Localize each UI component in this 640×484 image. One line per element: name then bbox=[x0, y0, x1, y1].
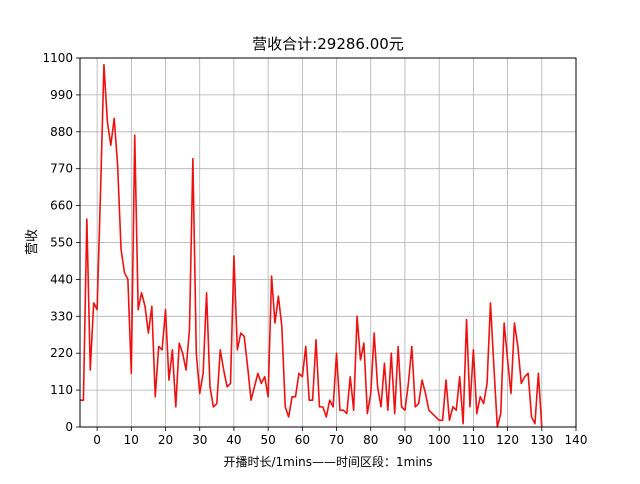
axis-ticks: 0 10 20 30 40 50 60 70 80 90 100 110 120 130 140 0 110 22… bbox=[42, 51, 587, 447]
x-tick-label: 120 bbox=[496, 433, 519, 447]
y-tick-label: 440 bbox=[50, 272, 73, 286]
y-tick-label: 770 bbox=[50, 162, 73, 176]
x-tick-label: 100 bbox=[428, 433, 451, 447]
x-tick-label: 40 bbox=[226, 433, 241, 447]
x-tick-label: 30 bbox=[192, 433, 207, 447]
y-tick-label: 330 bbox=[50, 309, 73, 323]
x-tick-label: 10 bbox=[124, 433, 139, 447]
chart-title: 营收合计:29286.00元 bbox=[252, 35, 404, 53]
y-tick-label: 110 bbox=[50, 383, 73, 397]
x-tick-label: 80 bbox=[363, 433, 378, 447]
x-tick-label: 70 bbox=[329, 433, 344, 447]
x-tick-label: 90 bbox=[397, 433, 412, 447]
y-tick-label: 880 bbox=[50, 125, 73, 139]
x-tick-label: 140 bbox=[565, 433, 588, 447]
grid-lines bbox=[80, 57, 577, 428]
y-tick-label: 990 bbox=[50, 88, 73, 102]
x-tick-label: 50 bbox=[260, 433, 275, 447]
x-axis-label: 开播时长/1mins——时间区段：1mins bbox=[223, 454, 432, 469]
y-tick-label: 660 bbox=[50, 199, 73, 213]
x-tick-label: 20 bbox=[158, 433, 173, 447]
y-tick-label: 220 bbox=[50, 346, 73, 360]
x-tick-label: 110 bbox=[462, 433, 485, 447]
y-tick-label: 550 bbox=[50, 236, 73, 250]
x-tick-label: 130 bbox=[530, 433, 553, 447]
revenue-series-line bbox=[80, 63, 543, 428]
y-axis-label: 营收 bbox=[25, 229, 40, 255]
y-tick-label: 0 bbox=[65, 420, 73, 434]
y-tick-label: 1100 bbox=[42, 51, 73, 65]
x-tick-label: 0 bbox=[93, 433, 101, 447]
x-tick-label: 60 bbox=[295, 433, 310, 447]
